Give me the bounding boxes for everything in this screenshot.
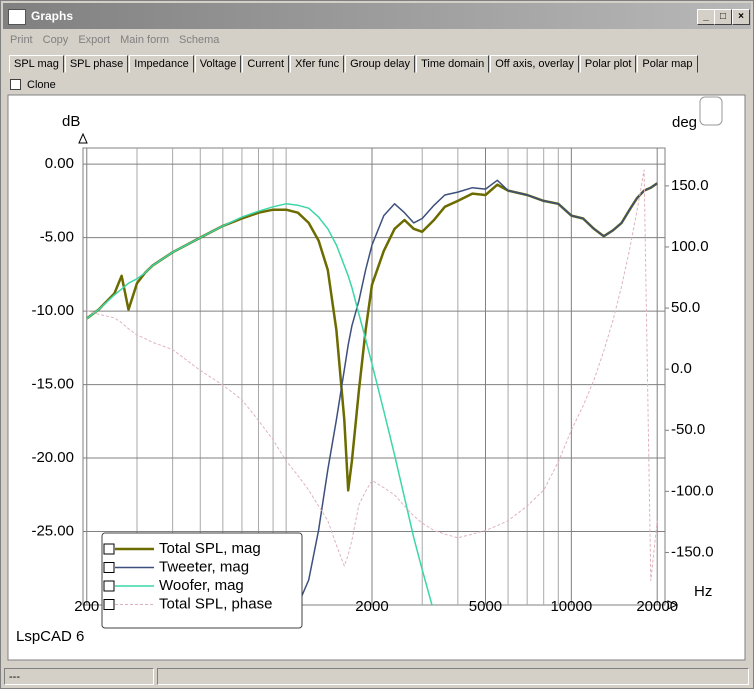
- axis-arrow: [667, 600, 679, 610]
- menu-item[interactable]: Schema: [179, 34, 220, 46]
- tab[interactable]: Polar plot: [579, 55, 637, 73]
- legend-label: Total SPL, phase: [159, 595, 272, 612]
- legend-checkbox: [103, 562, 115, 573]
- title-bar: Graphs _ □ ×: [3, 3, 751, 29]
- tab[interactable]: Group delay: [345, 55, 416, 73]
- tab[interactable]: SPL mag: [9, 55, 64, 73]
- menu-item[interactable]: Copy: [42, 34, 69, 46]
- y-axis-label: dB: [62, 113, 80, 130]
- checkbox-label: Clone: [27, 79, 56, 91]
- menu-item[interactable]: Print: [10, 34, 33, 46]
- minimize-button[interactable]: _: [697, 9, 715, 25]
- x-tick-label: 5000: [469, 598, 502, 615]
- app-icon: [8, 9, 26, 25]
- y-tick-label: 0.00: [45, 155, 74, 172]
- clone-checkbox[interactable]: Clone: [10, 79, 56, 91]
- y-tick-label: -5.00: [40, 229, 74, 246]
- legend-label: Total SPL, mag: [159, 540, 261, 557]
- menu-item[interactable]: Main form: [120, 34, 170, 46]
- x-tick-label: 2000: [355, 598, 388, 615]
- menu-bar: Print Copy Export Main form Schema: [5, 32, 224, 50]
- y-tick-label: -25.00: [31, 522, 74, 539]
- tab[interactable]: Impedance: [129, 55, 194, 73]
- y-tick-label: -20.00: [31, 449, 74, 466]
- y2-tick-label: -100.0: [671, 482, 714, 499]
- series-line: [297, 179, 658, 605]
- tab[interactable]: Polar map: [637, 55, 698, 73]
- status-panel: [157, 668, 749, 685]
- y2-tick-label: 100.0: [671, 238, 709, 255]
- checkbox[interactable]: [10, 79, 21, 90]
- legend-checkbox: [103, 580, 115, 592]
- legend-label: Woofer, mag: [159, 577, 244, 594]
- y-tick-label: -10.00: [31, 302, 74, 319]
- series-line: [86, 203, 433, 605]
- menu-item[interactable]: Export: [78, 34, 111, 46]
- close-button[interactable]: ×: [732, 9, 750, 25]
- axis-arrow: [78, 132, 88, 144]
- tab[interactable]: Xfer func: [290, 55, 345, 73]
- tab-strip: SPL mag SPL phase Impedance Voltage Curr…: [9, 55, 699, 73]
- y2-tick-label: 0.0: [671, 360, 692, 377]
- status-bar: ---: [4, 668, 154, 685]
- y2-axis-label: deg: [672, 114, 697, 131]
- y-tick-label: -15.00: [31, 376, 74, 393]
- x-tick-label: 10000: [550, 598, 592, 615]
- y2-tick-label: 150.0: [671, 177, 709, 194]
- tab[interactable]: Off axis, overlay: [490, 55, 579, 73]
- legend-checkbox: [103, 599, 115, 610]
- y2-tick-label: -50.0: [671, 421, 705, 438]
- legend-label: Tweeter, mag: [159, 558, 249, 575]
- footer-text: LspCAD 6: [16, 628, 84, 645]
- legend-checkbox: [103, 543, 115, 555]
- y2-tick-label: -150.0: [671, 543, 714, 560]
- x-tick-label: 20000: [636, 598, 678, 615]
- tab[interactable]: Time domain: [416, 55, 490, 73]
- tab[interactable]: Voltage: [194, 55, 242, 73]
- x-axis-label: Hz: [694, 583, 712, 600]
- tab[interactable]: Current: [242, 55, 290, 73]
- maximize-button[interactable]: □: [714, 9, 732, 25]
- y2-tick-label: 50.0: [671, 299, 700, 316]
- tab[interactable]: SPL phase: [64, 55, 129, 73]
- series-line: [86, 169, 658, 582]
- panel-button[interactable]: [699, 96, 723, 126]
- plot-frame: [82, 147, 666, 606]
- x-tick-label: 200: [74, 598, 99, 615]
- window-title: Graphs: [31, 9, 74, 23]
